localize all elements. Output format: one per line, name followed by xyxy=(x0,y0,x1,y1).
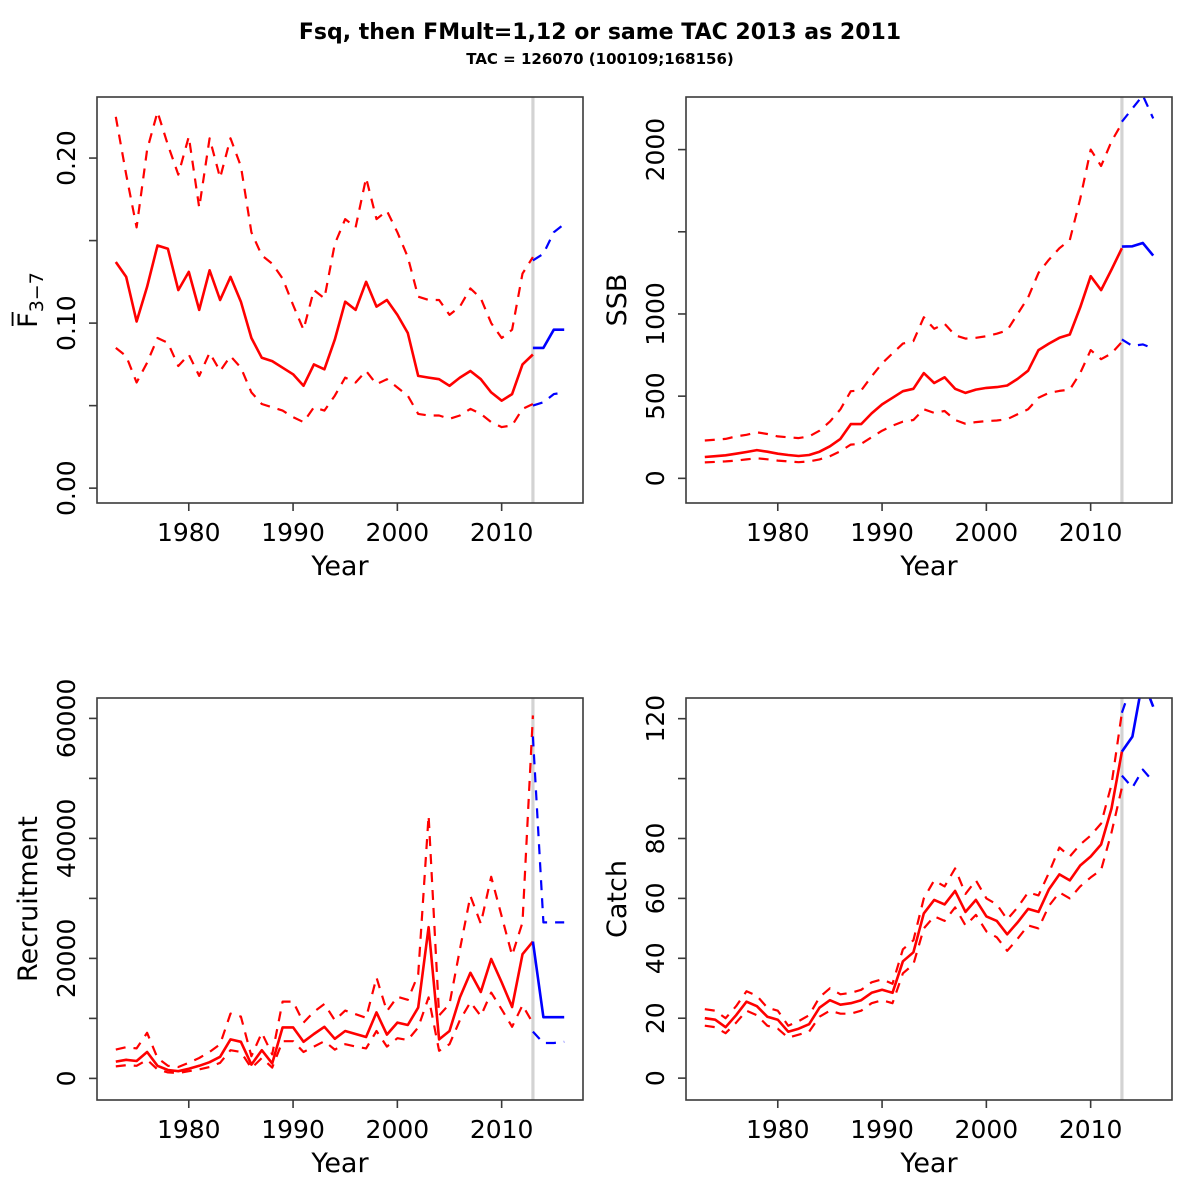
series-group-fbar xyxy=(114,110,565,429)
x-tick-label: 2010 xyxy=(470,1115,534,1144)
hist-median-line xyxy=(114,244,534,403)
proj-lower-ci-line xyxy=(1121,338,1154,350)
figure-subtitle: TAC = 126070 (100109;168156) xyxy=(466,50,734,68)
y-axis-label: Recruitment xyxy=(13,816,44,982)
y-tick-label: 60000 xyxy=(52,679,81,759)
x-tick-label: 2010 xyxy=(470,518,534,547)
panel-ssb: 1980 1990 2000 2010 0 500 1000 2000 Year SSB xyxy=(602,96,1173,582)
panel-fbar: 1980 1990 2000 2010 0.00 0.10 0.20 Year F̅3−7 xyxy=(12,96,584,582)
figure-title: Fsq, then FMult=1,12 or same TAC 2013 as… xyxy=(298,20,902,45)
x-axis-label: Year xyxy=(310,551,369,582)
y-tick-label: 40 xyxy=(641,942,670,974)
x-tick-label: 1980 xyxy=(746,518,810,547)
y-tick-label: 0.00 xyxy=(52,460,81,516)
hist-upper-ci-line xyxy=(704,712,1123,1027)
x-tick-label: 1990 xyxy=(850,1115,914,1144)
y-tick-label: 0 xyxy=(52,1070,81,1086)
x-tick-label: 2000 xyxy=(955,1115,1019,1144)
panel-recruitment: 1980 1990 2000 2010 0 20000 40000 60000 Year Recr… xyxy=(13,679,584,1179)
x-tick-label: 2000 xyxy=(366,518,430,547)
panel-catch: 1980 1990 2000 2010 0 20 40 60 80 120 Year Catch xyxy=(602,695,1173,1179)
x-tick-label: 1990 xyxy=(261,1115,325,1144)
y-tick-label: 0 xyxy=(641,1070,670,1086)
y-tick-label: 60 xyxy=(641,882,670,914)
y-tick-label: 20000 xyxy=(52,919,81,999)
plot-box xyxy=(96,697,584,1101)
proj-upper-ci-line xyxy=(532,223,565,262)
y-tick-label: 0 xyxy=(641,470,670,486)
x-tick-label: 1980 xyxy=(157,1115,221,1144)
plot-box xyxy=(96,96,584,504)
proj-upper-ci-line xyxy=(531,736,565,924)
hist-upper-ci-line xyxy=(114,110,534,340)
x-tick-label: 2010 xyxy=(1059,518,1123,547)
x-tick-label: 2010 xyxy=(1059,1115,1123,1144)
x-tick-label: 1980 xyxy=(157,518,221,547)
y-axis-label: Catch xyxy=(602,860,633,938)
y-tick-label: 500 xyxy=(641,372,670,420)
plot-box xyxy=(685,697,1173,1101)
hist-upper-ci-line xyxy=(115,715,534,1069)
series-group-catch xyxy=(704,698,1155,1039)
y-tick-label: 80 xyxy=(641,823,670,855)
hist-median-line xyxy=(704,751,1124,1033)
x-tick-label: 1990 xyxy=(850,518,914,547)
y-tick-label: 0.20 xyxy=(52,130,81,186)
proj-upper-ci-line xyxy=(1121,97,1155,123)
proj-median-line xyxy=(532,328,565,350)
hist-median-line xyxy=(115,925,534,1073)
x-axis-label: Year xyxy=(899,1148,958,1179)
hist-lower-ci-line xyxy=(115,991,534,1075)
hist-upper-ci-line xyxy=(704,122,1123,442)
y-tick-label: 40000 xyxy=(52,799,81,879)
plot-box xyxy=(685,96,1173,504)
y-tick-label: 20 xyxy=(641,1002,670,1034)
x-axis-label: Year xyxy=(310,1148,369,1179)
proj-lower-ci-line xyxy=(532,391,565,407)
proj-lower-ci-line xyxy=(532,1030,565,1045)
x-tick-label: 1990 xyxy=(261,518,325,547)
proj-median-line xyxy=(1121,241,1155,257)
hist-lower-ci-line xyxy=(115,336,534,429)
hist-lower-ci-line xyxy=(704,341,1123,464)
y-axis-label: F̅3−7 xyxy=(12,272,48,328)
x-tick-label: 1980 xyxy=(746,1115,810,1144)
x-axis-label: Year xyxy=(899,551,958,582)
proj-median-line xyxy=(531,941,565,1019)
hist-median-line xyxy=(704,247,1124,459)
series-group-recruitment xyxy=(115,715,565,1075)
y-tick-label: 120 xyxy=(641,695,670,743)
y-tick-label: 1000 xyxy=(641,282,670,346)
proj-lower-ci-line xyxy=(1121,768,1155,789)
x-tick-label: 2000 xyxy=(955,518,1019,547)
series-group-ssb xyxy=(704,97,1155,464)
hist-lower-ci-line xyxy=(704,787,1123,1039)
x-tick-label: 2000 xyxy=(366,1115,430,1144)
proj-median-line xyxy=(1120,698,1155,753)
y-axis-label: SSB xyxy=(602,274,633,327)
y-tick-label: 2000 xyxy=(641,118,670,182)
y-tick-label: 0.10 xyxy=(52,295,81,351)
